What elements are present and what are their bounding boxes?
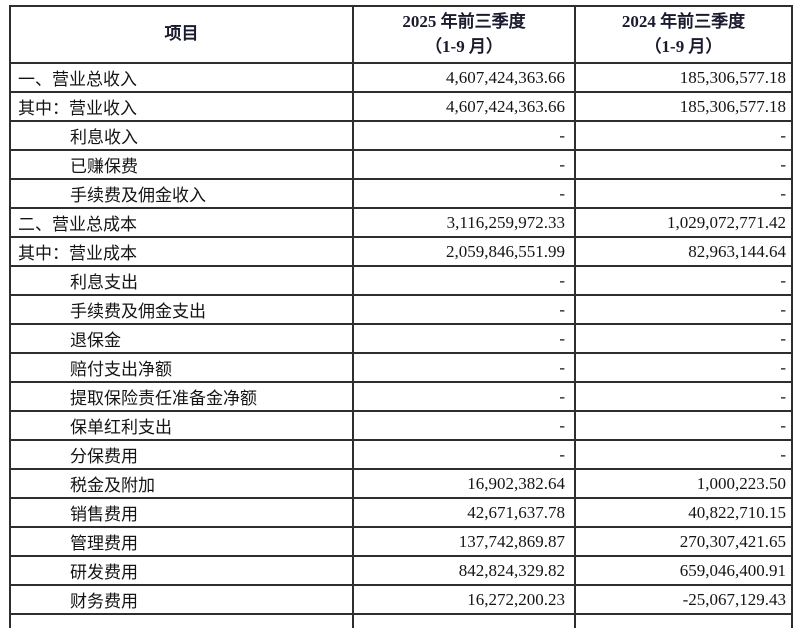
row-label: 已赚保费: [9, 149, 354, 180]
financial-statement-region: 项目 2025 年前三季度 （1-9 月） 2024 年前三季度 （1-9 月）…: [9, 5, 793, 628]
table-row: 二、营业总成本 3,116,259,972.33 1,029,072,771.4…: [9, 207, 793, 238]
row-label: 二、营业总成本: [9, 207, 354, 238]
col-header-item-label: 项目: [164, 24, 199, 44]
row-value-2025: -: [352, 352, 576, 383]
row-value-2024: 1,000,223.50: [574, 468, 793, 499]
table-row: 保单红利支出 - -: [9, 410, 793, 441]
col-header-2025: 2025 年前三季度 （1-9 月）: [352, 5, 576, 64]
row-value-2024: -: [574, 439, 793, 470]
row-value-2024: [574, 613, 793, 628]
row-value-2025: 842,824,329.82: [352, 555, 576, 586]
row-label: 税金及附加: [9, 468, 354, 499]
row-label: 分保费用: [9, 439, 354, 470]
table-row-partial: [9, 613, 793, 628]
row-value-2024: -: [574, 149, 793, 180]
header-row: 项目 2025 年前三季度 （1-9 月） 2024 年前三季度 （1-9 月）: [9, 5, 793, 64]
row-label: 利息收入: [9, 120, 354, 151]
row-label: 提取保险责任准备金净额: [9, 381, 354, 412]
row-value-2024: -25,067,129.43: [574, 584, 793, 615]
row-label: 保单红利支出: [9, 410, 354, 441]
row-value-2025: 4,607,424,363.66: [352, 91, 576, 122]
row-value-2024: -: [574, 381, 793, 412]
row-label: 一、营业总收入: [9, 62, 354, 93]
row-value-2025: -: [352, 323, 576, 354]
row-value-2025: 42,671,637.78: [352, 497, 576, 528]
table-row: 其中：营业成本 2,059,846,551.99 82,963,144.64: [9, 236, 793, 267]
col-header-2025-line1: 2025 年前三季度: [402, 11, 526, 31]
row-value-2025: -: [352, 120, 576, 151]
row-label: 研发费用: [9, 555, 354, 586]
table-row: 提取保险责任准备金净额 - -: [9, 381, 793, 412]
row-value-2025: -: [352, 265, 576, 296]
row-value-2024: 185,306,577.18: [574, 91, 793, 122]
table-row: 手续费及佣金收入 - -: [9, 178, 793, 209]
col-header-item: 项目: [9, 5, 354, 64]
row-label: 利息支出: [9, 265, 354, 296]
table-row: 一、营业总收入 4,607,424,363.66 185,306,577.18: [9, 62, 793, 93]
row-label: 销售费用: [9, 497, 354, 528]
table-row: 税金及附加 16,902,382.64 1,000,223.50: [9, 468, 793, 499]
row-label: 管理费用: [9, 526, 354, 557]
row-value-2024: -: [574, 178, 793, 209]
row-value-2024: -: [574, 120, 793, 151]
row-label: 财务费用: [9, 584, 354, 615]
row-value-2025: 16,902,382.64: [352, 468, 576, 499]
row-value-2025: -: [352, 381, 576, 412]
row-value-2024: 659,046,400.91: [574, 555, 793, 586]
row-label: 其中：营业成本: [9, 236, 354, 267]
table-row: 分保费用 - -: [9, 439, 793, 470]
income-statement-table: 项目 2025 年前三季度 （1-9 月） 2024 年前三季度 （1-9 月）…: [9, 5, 793, 628]
row-label: 手续费及佣金收入: [9, 178, 354, 209]
table-row: 研发费用 842,824,329.82 659,046,400.91: [9, 555, 793, 586]
row-label: 退保金: [9, 323, 354, 354]
col-header-2025-line2: （1-9 月）: [425, 36, 503, 56]
row-value-2025: 4,607,424,363.66: [352, 62, 576, 93]
col-header-2024: 2024 年前三季度 （1-9 月）: [574, 5, 793, 64]
row-value-2025: 2,059,846,551.99: [352, 236, 576, 267]
row-value-2024: 185,306,577.18: [574, 62, 793, 93]
table-row: 已赚保费 - -: [9, 149, 793, 180]
row-value-2024: 82,963,144.64: [574, 236, 793, 267]
table-row: 销售费用 42,671,637.78 40,822,710.15: [9, 497, 793, 528]
table-row: 赔付支出净额 - -: [9, 352, 793, 383]
row-value-2024: 1,029,072,771.42: [574, 207, 793, 238]
row-value-2024: 40,822,710.15: [574, 497, 793, 528]
row-value-2024: -: [574, 410, 793, 441]
table-row: 其中：营业收入 4,607,424,363.66 185,306,577.18: [9, 91, 793, 122]
row-value-2025: -: [352, 294, 576, 325]
table-row: 管理费用 137,742,869.87 270,307,421.65: [9, 526, 793, 557]
table-row: 利息收入 - -: [9, 120, 793, 151]
col-header-2024-line1: 2024 年前三季度: [621, 11, 746, 31]
row-value-2025: [352, 613, 576, 628]
table-row: 利息支出 - -: [9, 265, 793, 296]
row-value-2025: -: [352, 439, 576, 470]
row-value-2025: -: [352, 410, 576, 441]
row-value-2025: -: [352, 178, 576, 209]
row-value-2024: -: [574, 352, 793, 383]
row-value-2025: 16,272,200.23: [352, 584, 576, 615]
row-value-2024: -: [574, 323, 793, 354]
row-label: 手续费及佣金支出: [9, 294, 354, 325]
row-label: [9, 613, 354, 628]
col-header-2024-line2: （1-9 月）: [644, 36, 723, 56]
row-value-2024: -: [574, 265, 793, 296]
table-row: 财务费用 16,272,200.23 -25,067,129.43: [9, 584, 793, 615]
table-row: 手续费及佣金支出 - -: [9, 294, 793, 325]
row-value-2025: 3,116,259,972.33: [352, 207, 576, 238]
row-value-2024: -: [574, 294, 793, 325]
row-value-2024: 270,307,421.65: [574, 526, 793, 557]
table-row: 退保金 - -: [9, 323, 793, 354]
row-value-2025: 137,742,869.87: [352, 526, 576, 557]
row-label: 其中：营业收入: [9, 91, 354, 122]
row-value-2025: -: [352, 149, 576, 180]
row-label: 赔付支出净额: [9, 352, 354, 383]
